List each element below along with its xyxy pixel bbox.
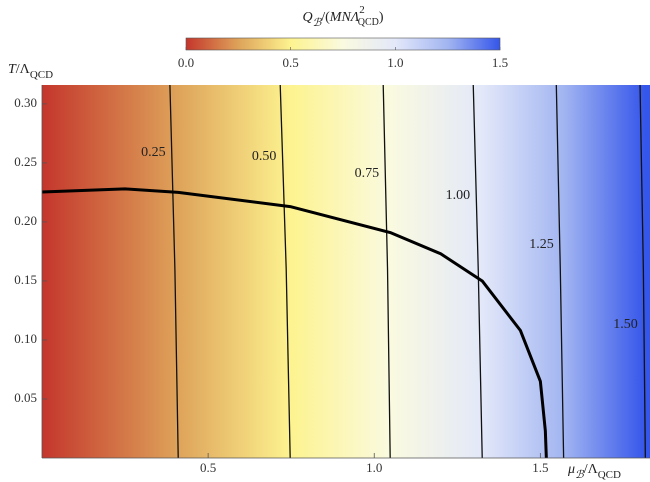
x-axis-label-part: μ (567, 462, 575, 477)
x-axis-label: μℬ/ΛQCD (567, 462, 621, 480)
x-tick-label: 1.0 (366, 460, 382, 475)
y-tick-label: 0.25 (14, 154, 37, 169)
y-axis-label-part: T (8, 62, 17, 77)
contour-label: 1.00 (446, 188, 471, 203)
colorbar-title-part: QCD (358, 17, 379, 28)
colorbar-title-part: ℬ (313, 17, 323, 29)
y-tick-label: 0.15 (14, 272, 37, 287)
colorbar-title-part: Q (302, 10, 312, 25)
contour-line (472, 85, 483, 458)
x-tick-label: 0.5 (200, 460, 216, 475)
contour-label: 0.25 (141, 145, 166, 160)
contour-line (279, 85, 291, 458)
contour-line (555, 85, 565, 458)
colorbar (185, 37, 501, 51)
axes: 0.0 0.5 1.0 1.5Qℬ/(MNΛ2 QCD)T/ΛQCDμℬ/ΛQCD0.0… (8, 4, 650, 481)
y-tick-label: 0.05 (14, 390, 37, 405)
contour-label: 0.50 (252, 149, 277, 164)
x-axis-label-part: QCD (598, 469, 621, 481)
colorbar-title-part: ) (379, 10, 384, 25)
contour-line (382, 85, 391, 458)
contour-label: 1.50 (613, 317, 638, 332)
phase-boundary (42, 187, 548, 458)
y-tick-label: 0.10 (14, 331, 37, 346)
plot-layer: 0.25 0.50 0.75 1.00 1.25 1.50 (42, 85, 646, 458)
y-tick-label: 0.30 (14, 95, 37, 110)
contour-line (639, 85, 646, 458)
colorbar-title-part: 2 (359, 4, 365, 16)
y-axis-label: T/ΛQCD (8, 62, 53, 80)
y-axis-label-part: QCD (30, 69, 53, 81)
y-axis-label-part: /Λ (16, 62, 31, 77)
colorbar-tick-label: 1.0 (387, 55, 403, 70)
density-background (42, 85, 650, 458)
x-axis-label-part: /Λ (584, 462, 599, 477)
contour-label: 1.25 (529, 237, 554, 252)
x-axis-label-part: ℬ (575, 469, 585, 481)
colorbar-tick-label: 0.5 (283, 55, 299, 70)
colorbar-title-part: /( (321, 10, 330, 25)
y-tick-label: 0.20 (14, 213, 37, 228)
contour-label: 0.75 (355, 166, 380, 181)
contour-line (169, 85, 179, 458)
colorbar-tick-label: 0.0 (178, 55, 194, 70)
colorbar-title: Qℬ/(MNΛ2 QCD) (302, 4, 383, 29)
colorbar-tick-label: 1.5 (492, 55, 508, 70)
x-tick-label: 1.5 (532, 460, 548, 475)
colorbar-title-part: MNΛ (329, 10, 360, 25)
